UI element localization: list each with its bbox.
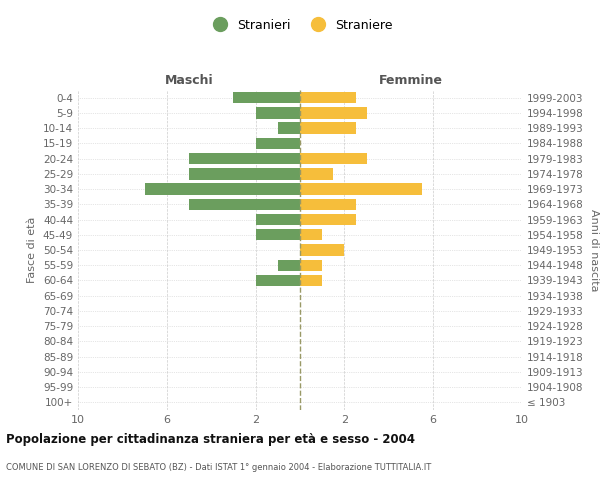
- Text: Maschi: Maschi: [164, 74, 214, 87]
- Bar: [300, 244, 344, 256]
- Bar: [256, 214, 300, 225]
- Bar: [189, 153, 300, 164]
- Bar: [300, 153, 367, 164]
- Bar: [300, 122, 356, 134]
- Legend: Stranieri, Straniere: Stranieri, Straniere: [202, 14, 398, 37]
- Bar: [256, 275, 300, 286]
- Bar: [189, 168, 300, 179]
- Bar: [300, 184, 422, 195]
- Y-axis label: Anni di nascita: Anni di nascita: [589, 209, 599, 291]
- Text: COMUNE DI SAN LORENZO DI SEBATO (BZ) - Dati ISTAT 1° gennaio 2004 - Elaborazione: COMUNE DI SAN LORENZO DI SEBATO (BZ) - D…: [6, 462, 431, 471]
- Bar: [300, 260, 322, 271]
- Bar: [233, 92, 300, 104]
- Bar: [256, 138, 300, 149]
- Bar: [300, 198, 356, 210]
- Y-axis label: Fasce di età: Fasce di età: [28, 217, 37, 283]
- Bar: [300, 92, 356, 104]
- Bar: [300, 107, 367, 118]
- Bar: [278, 260, 300, 271]
- Text: Popolazione per cittadinanza straniera per età e sesso - 2004: Popolazione per cittadinanza straniera p…: [6, 432, 415, 446]
- Bar: [278, 122, 300, 134]
- Bar: [300, 168, 334, 179]
- Bar: [256, 107, 300, 118]
- Bar: [256, 229, 300, 240]
- Text: Femmine: Femmine: [379, 74, 443, 87]
- Bar: [300, 229, 322, 240]
- Bar: [189, 198, 300, 210]
- Bar: [300, 275, 322, 286]
- Bar: [300, 214, 356, 225]
- Bar: [145, 184, 300, 195]
